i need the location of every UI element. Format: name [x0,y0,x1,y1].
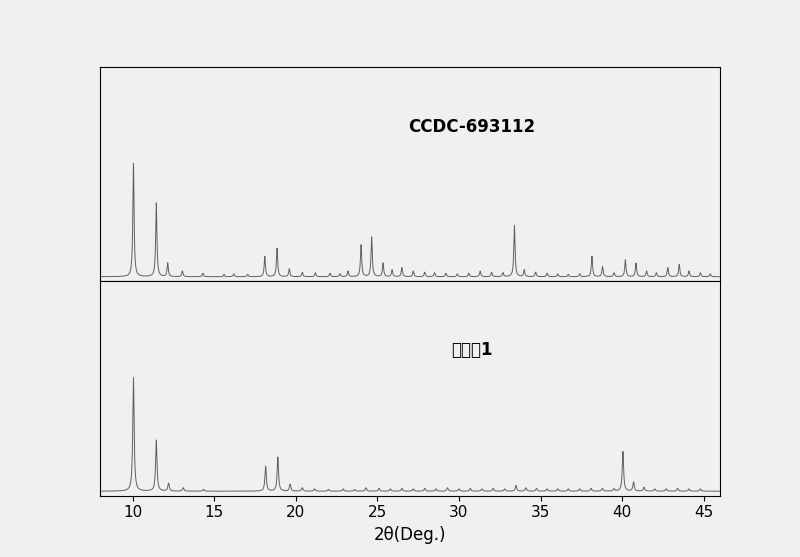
Text: CCDC-693112: CCDC-693112 [409,118,535,136]
X-axis label: 2θ(Deg.): 2θ(Deg.) [374,526,446,544]
Text: 实施例1: 实施例1 [451,341,493,359]
